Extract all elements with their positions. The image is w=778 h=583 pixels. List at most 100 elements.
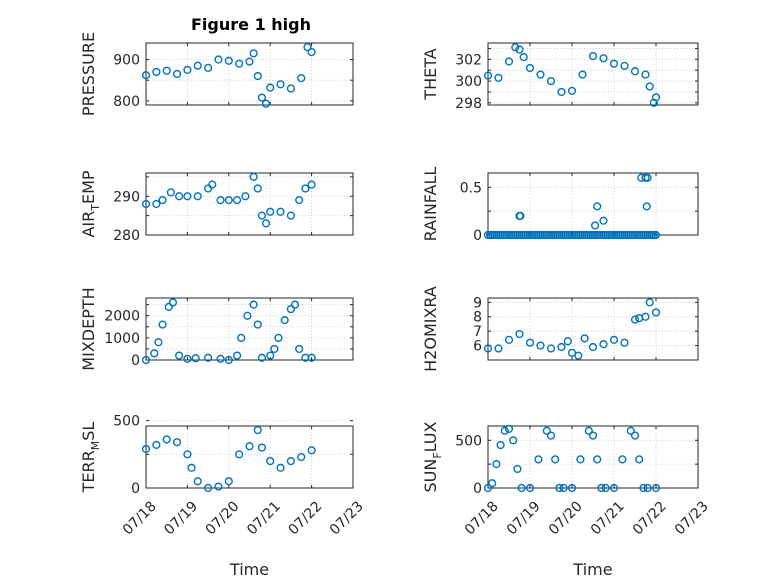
data-point (232, 196, 242, 205)
data-point (295, 344, 304, 354)
y-tick-label: 302 (455, 52, 482, 68)
data-point (588, 342, 598, 352)
x-tick-label: 07/20 (546, 498, 586, 538)
data-point (224, 477, 233, 486)
data-point (224, 355, 233, 365)
data-point (295, 196, 304, 205)
data-point (551, 455, 560, 464)
data-point (249, 49, 258, 58)
data-point (266, 207, 275, 216)
data-point (270, 344, 279, 354)
data-point (580, 334, 589, 343)
data-point (483, 71, 493, 80)
axes-box (487, 172, 699, 236)
pressure-ylabel: PRESSURE (79, 32, 98, 116)
x-tick-label: 07/23 (327, 498, 367, 538)
data-point (639, 483, 648, 493)
subplot-sun-flux: 0 500 SUNFLUX 07/18 07/19 07/20 07/21 07/22 07/2… (421, 421, 712, 579)
data-point (150, 349, 159, 358)
data-point (297, 452, 306, 462)
data-point (557, 87, 566, 97)
data-point (276, 80, 285, 89)
data-point (519, 53, 528, 62)
y-tick-label: 280 (113, 228, 140, 244)
data-point (162, 66, 171, 75)
data-point (593, 455, 602, 464)
data-point (141, 444, 151, 454)
y-tick-label: 500 (113, 414, 140, 430)
data-point (253, 320, 262, 329)
data-point (204, 184, 213, 193)
figure-title: Figure 1 high (191, 15, 311, 34)
data-point (609, 483, 619, 493)
mixdepth-ylabel: MIXDEPTH (79, 287, 98, 370)
data-point (536, 341, 545, 350)
y-tick-label: 900 (113, 53, 140, 69)
data-point (651, 93, 661, 102)
data-point (525, 338, 535, 347)
x-tick-label: 07/21 (588, 498, 628, 538)
data-point (555, 483, 564, 493)
data-point (237, 333, 246, 342)
data-point (204, 63, 213, 72)
data-point (620, 61, 629, 70)
data-point (280, 316, 289, 325)
data-point (166, 188, 175, 197)
y-tick-label: 9 (473, 295, 482, 311)
subplot-air-temp: 280 290 AIRTEMP (79, 170, 354, 244)
data-point (643, 483, 652, 493)
data-point (590, 221, 600, 230)
data-point (172, 438, 182, 447)
y-tick-label: 300 (455, 74, 482, 90)
x-tick-label: 07/19 (504, 498, 544, 538)
y-tick-label: 1000 (104, 331, 140, 347)
data-point (216, 354, 225, 363)
x-tick-label: 07/20 (203, 498, 243, 538)
data-point (243, 311, 252, 320)
data-point (162, 435, 171, 444)
data-point (494, 344, 503, 353)
subplot-rainfall: 0 0.5 RAINFALL (421, 167, 699, 244)
data-point (500, 426, 509, 435)
data-point (576, 455, 585, 464)
data-point (483, 344, 493, 353)
axes-box (487, 425, 699, 489)
data-point (164, 302, 173, 311)
data-point (297, 74, 306, 83)
sun-flux-ylabel: SUNFLUX (421, 421, 444, 492)
data-point (643, 173, 652, 182)
data-point (158, 196, 167, 205)
data-point (609, 335, 619, 344)
data-point (208, 180, 217, 189)
h2omixra-ylabel: H2OMIXRA (421, 286, 440, 372)
data-point (645, 82, 654, 91)
data-point (567, 483, 577, 493)
data-point (513, 464, 522, 474)
y-tick-label: 0 (131, 353, 140, 369)
data-point (578, 70, 587, 79)
data-point (158, 320, 167, 329)
data-point (307, 47, 316, 57)
data-point (620, 338, 629, 347)
data-point (235, 59, 244, 68)
data-point (204, 483, 213, 493)
subplot-pressure: 800 900 PRESSURE (79, 32, 354, 116)
axes-box (145, 172, 354, 236)
data-point (307, 180, 316, 189)
data-point (563, 337, 572, 346)
data-point (651, 308, 661, 317)
data-point (542, 426, 551, 435)
data-point (257, 93, 267, 102)
data-point (261, 99, 271, 108)
data-point (266, 83, 275, 92)
data-point (183, 354, 192, 363)
y-tick-label: 2000 (104, 309, 140, 325)
y-tick-label: 0 (131, 481, 140, 497)
data-point (525, 63, 535, 73)
data-point (509, 436, 518, 445)
data-point (141, 355, 151, 365)
data-point (253, 71, 262, 81)
axes-box (145, 425, 354, 489)
data-point (276, 207, 285, 216)
